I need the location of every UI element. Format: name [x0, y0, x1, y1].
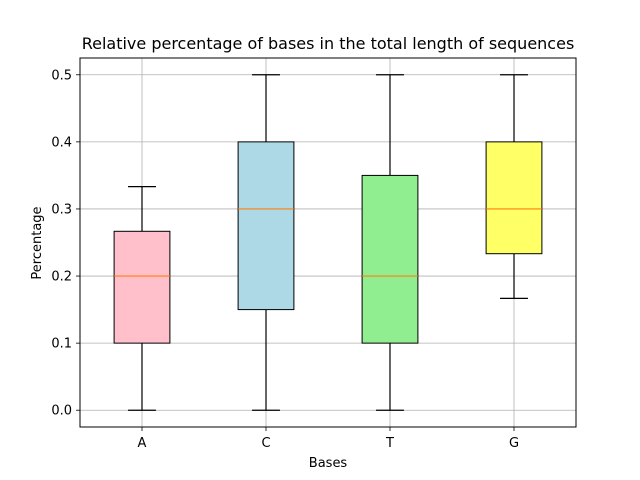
box-A	[113, 186, 171, 411]
box-body	[485, 141, 543, 255]
y-tick-label: 0.3	[51, 202, 72, 217]
y-tick-label: 0.1	[51, 337, 72, 352]
x-tick-label: C	[261, 436, 270, 451]
y-tick-label: 0.5	[51, 68, 72, 83]
y-axis: 0.0 0.1 0.2 0.3 0.4 0.5	[51, 68, 80, 419]
x-axis-label: Bases	[309, 456, 348, 471]
y-axis-label: Percentage	[30, 206, 45, 279]
x-tick-label: T	[385, 436, 394, 451]
box-T	[361, 74, 419, 411]
plot-frame	[79, 57, 577, 428]
y-tick-label: 0.4	[51, 135, 72, 150]
box-G	[485, 74, 543, 299]
box-body	[113, 230, 171, 344]
y-tick-label: 0.0	[51, 404, 72, 419]
chart-title: Relative percentage of bases in the tota…	[82, 34, 575, 53]
box-body	[237, 141, 295, 311]
x-tick-label: A	[138, 436, 147, 451]
box-body	[361, 174, 419, 344]
x-tick-label: G	[509, 436, 519, 451]
box-C	[237, 74, 295, 411]
y-tick-label: 0.2	[51, 270, 72, 285]
box-series	[113, 74, 543, 411]
